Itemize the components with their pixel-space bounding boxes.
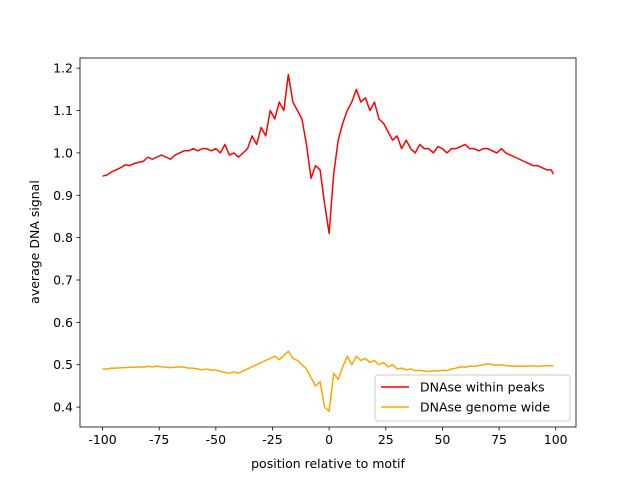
y-tick-label: 1.0 xyxy=(53,145,73,160)
x-axis-label: position relative to motif xyxy=(251,456,405,471)
y-tick-label: 0.6 xyxy=(53,315,73,330)
x-tick-label: 25 xyxy=(378,432,394,447)
x-tick-label: -75 xyxy=(149,432,169,447)
x-tick-label: 50 xyxy=(434,432,450,447)
legend-label: DNAse within peaks xyxy=(420,380,545,395)
series-line xyxy=(102,73,555,235)
y-tick-label: 0.9 xyxy=(53,188,73,203)
y-tick-label: 1.1 xyxy=(53,103,73,118)
x-tick-label: -25 xyxy=(262,432,282,447)
y-tick-label: 0.7 xyxy=(53,272,73,287)
x-tick-label: 0 xyxy=(325,432,333,447)
y-tick-label: 0.8 xyxy=(53,230,73,245)
x-tick-label: -50 xyxy=(206,432,226,447)
x-tick-label: 75 xyxy=(491,432,507,447)
y-tick-label: 0.4 xyxy=(53,400,73,415)
plot-frame xyxy=(79,57,577,428)
legend-box xyxy=(374,374,571,422)
series-line xyxy=(102,350,554,413)
y-tick-label: 0.5 xyxy=(53,357,73,372)
x-tick-label: -100 xyxy=(88,432,116,447)
y-tick-label: 1.2 xyxy=(53,61,73,76)
legend-label: DNAse genome wide xyxy=(420,400,550,415)
y-axis-label: average DNA signal xyxy=(27,180,42,304)
x-tick-label: 100 xyxy=(544,432,568,447)
